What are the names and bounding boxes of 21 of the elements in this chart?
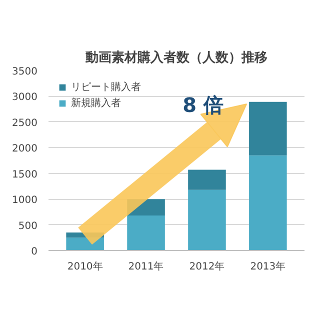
bar	[188, 170, 226, 190]
x-tick-label: 2010年	[67, 260, 103, 272]
y-tick-label: 1000	[12, 195, 38, 206]
legend-label: 新規購入者	[71, 96, 121, 110]
bar	[249, 102, 287, 156]
bar	[249, 155, 287, 250]
x-tick-label: 2013年	[250, 260, 286, 272]
y-tick-label: 2500	[12, 118, 38, 129]
y-tick-label: 1500	[12, 169, 38, 180]
y-tick-label: 3000	[12, 92, 38, 104]
chart-title: 動画素材購入者数（人数）推移	[84, 50, 268, 66]
bar	[127, 216, 165, 250]
y-tick-label: 0	[31, 246, 38, 258]
y-tick-label: 3500	[12, 66, 38, 78]
x-tick-label: 2011年	[128, 260, 164, 272]
legend-label: リピート購入者	[71, 80, 141, 94]
bar	[188, 190, 226, 250]
x-tick-label: 2012年	[189, 260, 225, 272]
y-tick-label: 500	[18, 220, 38, 232]
y-tick-label: 2000	[12, 144, 38, 155]
annotation: 8 倍	[182, 92, 224, 117]
